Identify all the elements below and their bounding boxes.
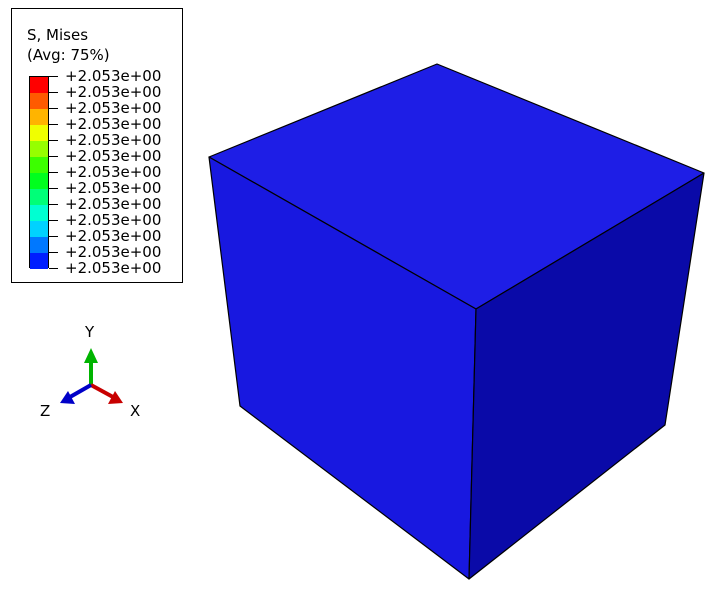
legend-tick	[49, 172, 58, 173]
legend-value: +2.053e+00	[65, 227, 162, 245]
legend-tick	[49, 268, 58, 269]
legend-swatch	[30, 93, 48, 109]
legend-averaging-label: (Avg: 75%)	[27, 46, 110, 64]
z-axis-arrow	[69, 383, 92, 399]
legend-value: +2.053e+00	[65, 67, 162, 85]
legend-swatch	[30, 125, 48, 141]
y-axis-label: Y	[85, 323, 95, 341]
legend-value: +2.053e+00	[65, 131, 162, 149]
legend-swatch	[30, 157, 48, 173]
legend-swatch	[30, 221, 48, 237]
legend-value: +2.053e+00	[65, 243, 162, 261]
legend-tick	[49, 220, 58, 221]
legend-tick	[49, 92, 58, 93]
legend-tick	[49, 124, 58, 125]
x-axis-arrowhead	[108, 391, 123, 404]
legend-tick	[49, 108, 58, 109]
legend-tick	[49, 252, 58, 253]
legend-tick	[49, 204, 58, 205]
y-axis-arrowhead	[84, 348, 98, 363]
view-triad: Y Z X	[30, 315, 160, 425]
x-axis-arrow	[90, 383, 114, 399]
legend-value: +2.053e+00	[65, 211, 162, 229]
legend-value: +2.053e+00	[65, 83, 162, 101]
legend-swatch	[30, 109, 48, 125]
legend-tick	[49, 188, 58, 189]
legend-swatch	[30, 141, 48, 157]
legend-variable-title: S, Mises	[27, 26, 89, 44]
legend-tick	[49, 156, 58, 157]
x-axis-label: X	[130, 402, 141, 420]
legend-value: +2.053e+00	[65, 163, 162, 181]
legend-color-bar	[29, 76, 49, 269]
contour-legend: S, Mises (Avg: 75%) +2.053e+00 +2.053e+00…	[11, 8, 183, 283]
legend-value: +2.053e+00	[65, 99, 162, 117]
legend-swatch	[30, 253, 48, 269]
legend-value: +2.053e+00	[65, 147, 162, 165]
legend-swatch	[30, 173, 48, 189]
legend-swatch	[30, 77, 48, 93]
triad-arrows	[60, 348, 123, 404]
legend-value: +2.053e+00	[65, 195, 162, 213]
legend-tick	[49, 236, 58, 237]
legend-swatch	[30, 237, 48, 253]
legend-value: +2.053e+00	[65, 179, 162, 197]
legend-value: +2.053e+00	[65, 115, 162, 133]
z-axis-label: Z	[40, 402, 51, 420]
legend-tick	[49, 76, 58, 77]
z-axis-arrowhead	[60, 391, 75, 404]
legend-value: +2.053e+00	[65, 259, 162, 277]
legend-tick	[49, 140, 58, 141]
cube-side-face	[468, 172, 705, 580]
legend-swatch	[30, 205, 48, 221]
legend-swatch	[30, 189, 48, 205]
